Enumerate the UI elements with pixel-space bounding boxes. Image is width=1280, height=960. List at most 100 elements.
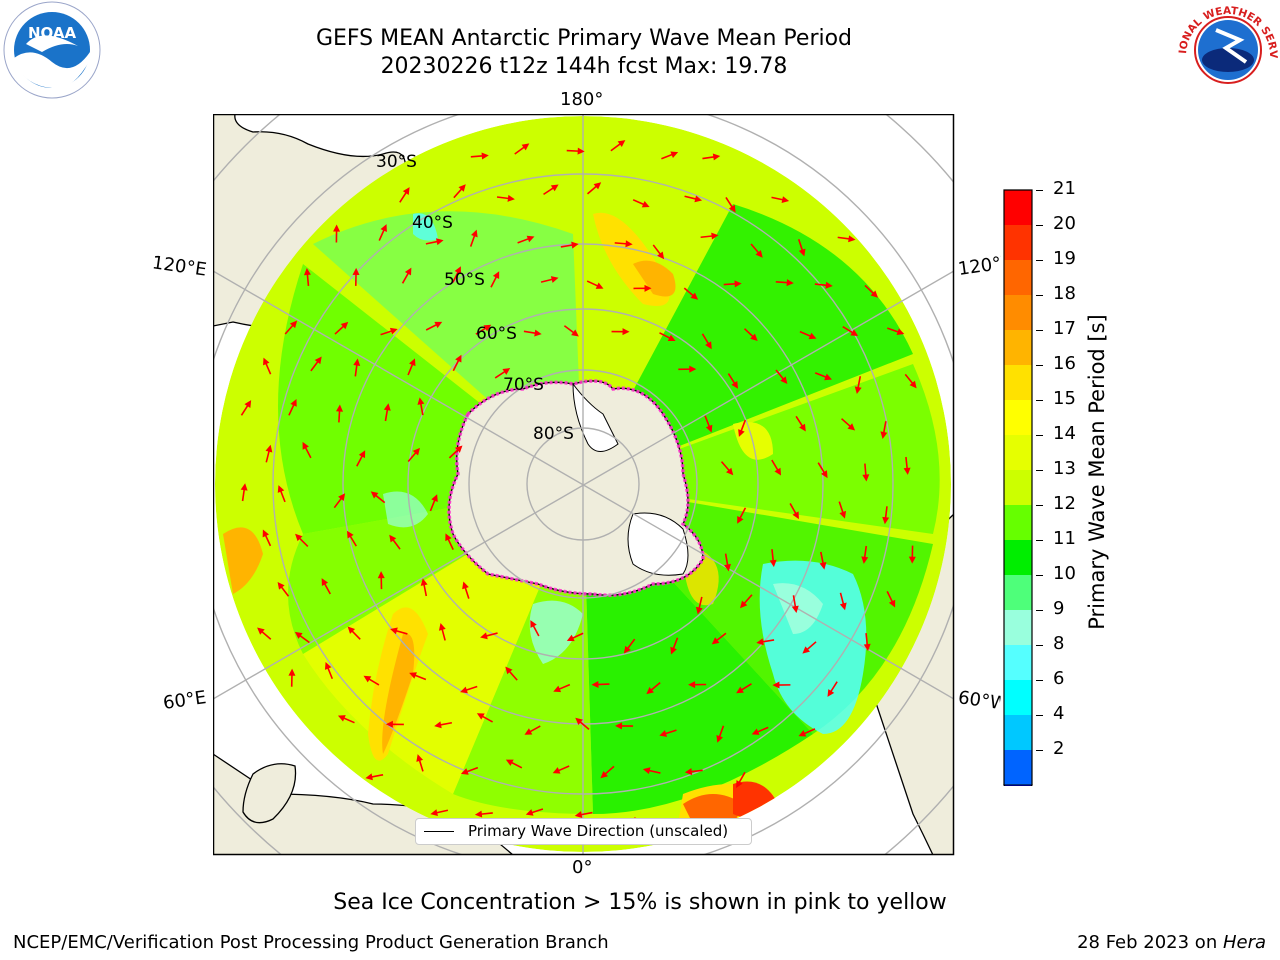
meridian-label-0: 0° [572, 857, 593, 878]
wave-arrow [642, 767, 661, 775]
wave-arrow [566, 632, 584, 642]
lat-label-50s: 50°S [444, 270, 485, 290]
wave-arrow [862, 463, 870, 482]
colorbar-tick-label: 16 [1053, 353, 1076, 374]
wave-arrow [756, 638, 775, 646]
wave-arrow [716, 725, 725, 743]
wave-arrow [452, 354, 462, 372]
wave-arrow [474, 810, 493, 818]
wave-arrow [861, 545, 869, 564]
wave-arrow [683, 287, 699, 300]
wave-arrow [736, 771, 746, 788]
wave-arrow [700, 232, 719, 240]
wave-arrow [736, 683, 752, 694]
meridian-label-120w: 120°W [956, 253, 1004, 280]
wave-arrow [257, 627, 272, 640]
wave-arrow [523, 329, 542, 337]
wave-arrow [586, 280, 604, 289]
wave-arrow [353, 358, 361, 377]
legend-label: Primary Wave Direction (unscaled) [468, 822, 729, 840]
colorbar-segment [1004, 610, 1032, 645]
wave-arrow [333, 224, 341, 243]
wave-arrow [429, 494, 438, 512]
wave-arrow [383, 403, 391, 422]
wave-arrow [425, 238, 444, 246]
wave-arrow [310, 356, 322, 372]
colorbar-tick-label: 17 [1053, 318, 1076, 339]
wave-arrow [333, 493, 346, 509]
colorbar-tick-mark [1036, 365, 1043, 366]
colorbar-tick-mark [1036, 435, 1043, 436]
wave-arrow [659, 729, 677, 737]
wave-arrow [288, 398, 297, 416]
wave-arrow [771, 459, 782, 476]
wave-arrow [610, 140, 626, 152]
wave-arrow [880, 421, 888, 439]
colorbar-tick-label: 19 [1053, 248, 1076, 269]
wave-arrow [363, 675, 380, 686]
colorbar-tick-mark [1036, 260, 1043, 261]
wave-arrow [430, 809, 449, 817]
colorbar-segment [1004, 225, 1032, 260]
wave-arrow [841, 418, 856, 431]
footer-host: Hera [1222, 932, 1266, 953]
wave-arrow [262, 529, 272, 547]
wave-arrow [530, 620, 540, 637]
wave-arrow [496, 194, 515, 202]
colorbar-tick-mark [1036, 190, 1043, 191]
graticule [213, 114, 954, 855]
madagascar-land [242, 763, 297, 824]
wave-arrow [814, 372, 832, 381]
colorbar-tick-mark [1036, 750, 1043, 751]
wave-arrow [795, 415, 806, 432]
wave-arrow [438, 623, 446, 641]
colorbar-title: Primary Wave Mean Period [s] [1085, 314, 1109, 630]
wave-arrow [623, 638, 636, 654]
colorbar [1000, 186, 1036, 815]
colorbar-tick-label: 2 [1053, 738, 1065, 759]
wave-arrow [802, 641, 817, 654]
wave-arrow [652, 244, 665, 260]
wave-arrow [277, 581, 290, 597]
colorbar-tick-label: 4 [1053, 703, 1065, 724]
wave-arrow [670, 637, 679, 655]
colorbar-tick-mark [1036, 225, 1043, 226]
wave-arrow [470, 152, 489, 160]
wave-arrow [725, 196, 736, 213]
wave-arrow [401, 267, 412, 284]
wave-arrow [346, 530, 357, 547]
wave-arrow [337, 715, 355, 724]
wave-arrow [769, 549, 777, 568]
colorbar-segment [1004, 330, 1032, 365]
wave-arrow [324, 662, 334, 680]
wave-arrow [380, 327, 398, 336]
lat-label-30s: 30°S [376, 152, 417, 172]
wave-arrow [837, 235, 856, 243]
wave-arrow [494, 368, 511, 379]
colorbar-tick-label: 21 [1053, 178, 1076, 199]
meridian-label-60w: 60°W [956, 687, 1002, 714]
wave-arrow [611, 328, 630, 336]
wave-arrow [425, 321, 443, 331]
colorbar-tick-mark [1036, 715, 1043, 716]
wave-arrow [684, 768, 703, 776]
noaa-logo: NOAA [2, 0, 102, 100]
wave-arrow [797, 239, 806, 257]
colorbar-tick-mark [1036, 680, 1043, 681]
wave-arrow [263, 357, 272, 375]
wave-arrow [724, 553, 731, 572]
wave-arrow [750, 243, 763, 258]
lat-label-80s: 80°S [533, 424, 574, 444]
wave-arrow [799, 330, 817, 340]
wave-arrow [614, 240, 633, 248]
wave-arrow [678, 365, 697, 373]
colorbar-segment [1004, 575, 1032, 610]
chart-title: GEFS MEAN Antarctic Primary Wave Mean Pe… [315, 26, 853, 51]
colorbar-tick-mark [1036, 295, 1043, 296]
wave-arrow [789, 503, 799, 520]
footer-credit: NCEP/EMC/Verification Post Processing Pr… [13, 932, 609, 953]
wave-arrow [407, 358, 416, 376]
wave-arrow [524, 725, 541, 735]
wave-arrow [277, 485, 286, 503]
wave-arrow [738, 419, 747, 437]
